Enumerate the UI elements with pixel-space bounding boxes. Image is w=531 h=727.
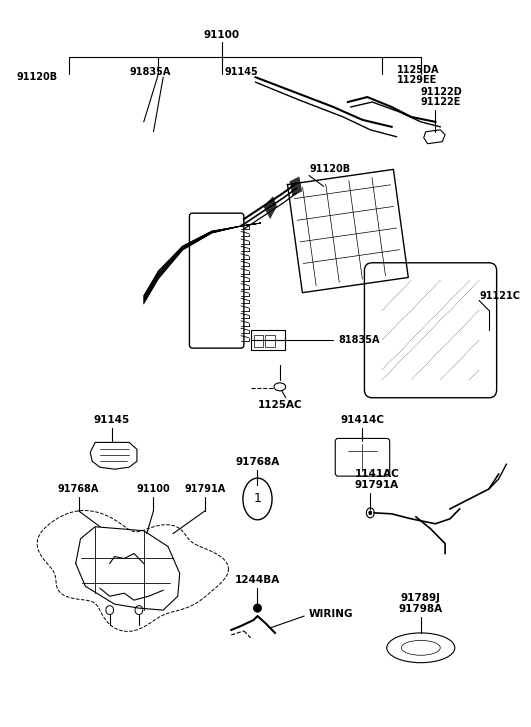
Text: 91120B: 91120B	[16, 72, 57, 82]
Text: 91145: 91145	[93, 414, 130, 425]
Text: 1129EE: 1129EE	[397, 75, 437, 85]
Text: 91768A: 91768A	[235, 457, 280, 467]
Bar	[254, 335, 263, 347]
Text: 91414C: 91414C	[340, 414, 384, 425]
Text: 91100: 91100	[136, 484, 170, 494]
Text: 91835A: 91835A	[130, 67, 171, 77]
FancyBboxPatch shape	[335, 438, 390, 476]
FancyBboxPatch shape	[364, 262, 496, 398]
Text: 91791A: 91791A	[355, 480, 399, 490]
Text: WIRING: WIRING	[309, 609, 354, 619]
Text: 91145: 91145	[224, 67, 258, 77]
Ellipse shape	[135, 606, 143, 614]
Ellipse shape	[106, 606, 114, 614]
Ellipse shape	[274, 383, 286, 391]
Text: 91120B: 91120B	[309, 164, 350, 174]
Text: 1141AC: 1141AC	[355, 469, 399, 479]
Text: 91789J: 91789J	[401, 593, 441, 603]
Text: 91798A: 91798A	[399, 604, 443, 614]
Text: 91791A: 91791A	[184, 484, 226, 494]
Polygon shape	[289, 177, 302, 196]
Text: 91768A: 91768A	[58, 484, 99, 494]
Text: 1: 1	[253, 492, 261, 505]
Text: 1244BA: 1244BA	[235, 575, 280, 585]
Text: 91121C: 91121C	[479, 291, 520, 300]
Polygon shape	[263, 196, 277, 219]
Ellipse shape	[401, 640, 440, 655]
FancyBboxPatch shape	[190, 213, 244, 348]
Ellipse shape	[243, 478, 272, 520]
Bar	[266, 335, 275, 347]
Polygon shape	[90, 443, 137, 469]
Ellipse shape	[369, 511, 372, 515]
Text: 91122E: 91122E	[421, 97, 461, 107]
Text: 91122D: 91122D	[421, 87, 463, 97]
Ellipse shape	[254, 604, 261, 612]
Bar	[251, 330, 285, 350]
Polygon shape	[424, 130, 445, 144]
Ellipse shape	[366, 508, 374, 518]
Text: 1125AC: 1125AC	[258, 400, 302, 410]
Ellipse shape	[387, 633, 455, 663]
Text: 1125DA: 1125DA	[397, 65, 439, 76]
Text: 91100: 91100	[203, 30, 239, 39]
Text: 81835A: 81835A	[338, 335, 380, 345]
